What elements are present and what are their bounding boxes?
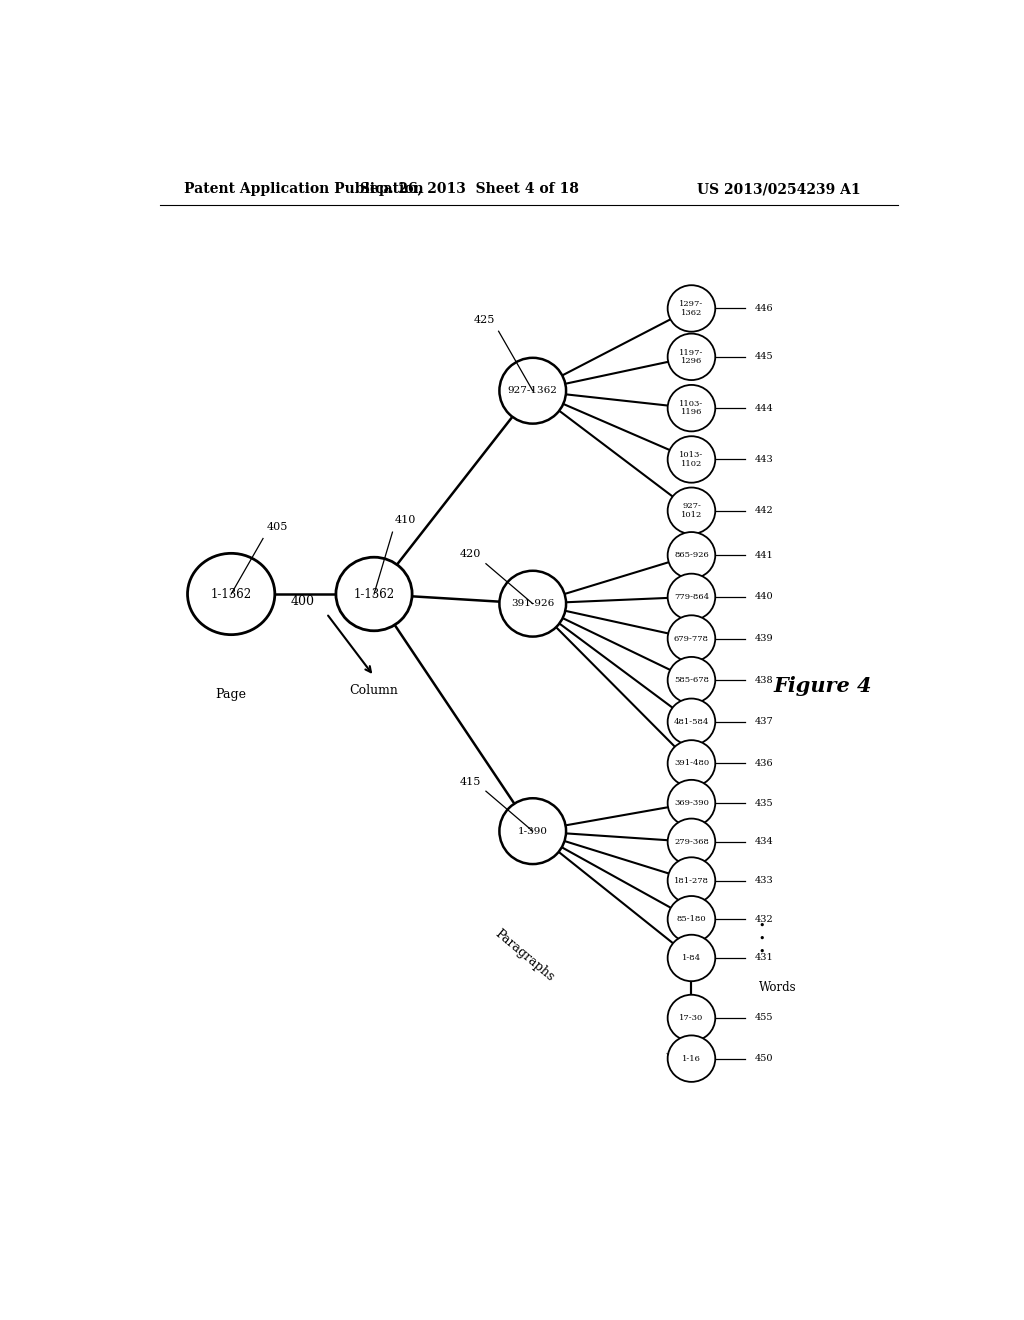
Text: 420: 420 [460, 549, 480, 560]
Text: 443: 443 [755, 455, 774, 463]
Text: 439: 439 [755, 634, 773, 643]
Ellipse shape [500, 799, 566, 865]
Text: 1-390: 1-390 [518, 826, 548, 836]
Text: 1-1362: 1-1362 [211, 587, 252, 601]
Text: 444: 444 [755, 404, 774, 413]
Ellipse shape [668, 334, 716, 380]
Text: 437: 437 [755, 717, 774, 726]
Text: 455: 455 [755, 1014, 773, 1023]
Text: US 2013/0254239 A1: US 2013/0254239 A1 [697, 182, 860, 197]
Text: Patent Application Publication: Patent Application Publication [183, 182, 423, 197]
Ellipse shape [668, 818, 716, 865]
Ellipse shape [668, 574, 716, 620]
Ellipse shape [500, 358, 566, 424]
Ellipse shape [668, 436, 716, 483]
Text: 1013-
1102: 1013- 1102 [679, 451, 703, 467]
Ellipse shape [668, 698, 716, 744]
Text: 369-390: 369-390 [674, 799, 709, 807]
Text: 927-1362: 927-1362 [508, 387, 558, 395]
Text: 1297-
1362: 1297- 1362 [679, 300, 703, 317]
Ellipse shape [668, 385, 716, 432]
Ellipse shape [668, 487, 716, 535]
Text: 436: 436 [755, 759, 773, 768]
Text: 415: 415 [460, 776, 480, 787]
Ellipse shape [668, 1035, 716, 1082]
Text: Text
Lines: Text Lines [663, 1035, 705, 1076]
Text: 1197-
1296: 1197- 1296 [679, 348, 703, 366]
Ellipse shape [336, 557, 412, 631]
Text: 425: 425 [473, 315, 495, 325]
Ellipse shape [668, 615, 716, 661]
Ellipse shape [668, 532, 716, 578]
Text: 435: 435 [755, 799, 773, 808]
Text: 1-84: 1-84 [682, 954, 701, 962]
Ellipse shape [668, 780, 716, 826]
Text: 441: 441 [755, 550, 774, 560]
Text: 445: 445 [755, 352, 773, 362]
Text: 1-16: 1-16 [682, 1055, 700, 1063]
Text: 400: 400 [291, 595, 314, 609]
Text: 405: 405 [266, 523, 288, 532]
Text: •
•
•: • • • [758, 920, 765, 957]
Ellipse shape [668, 995, 716, 1041]
Text: 17-30: 17-30 [679, 1014, 703, 1022]
Text: 431: 431 [755, 953, 774, 962]
Text: Figure 4: Figure 4 [773, 676, 871, 696]
Text: 450: 450 [755, 1055, 773, 1063]
Text: Sep. 26, 2013  Sheet 4 of 18: Sep. 26, 2013 Sheet 4 of 18 [359, 182, 579, 197]
Text: 679-778: 679-778 [674, 635, 709, 643]
Text: 434: 434 [755, 837, 774, 846]
Text: Words: Words [759, 981, 797, 994]
Text: 391-926: 391-926 [511, 599, 554, 609]
Ellipse shape [668, 657, 716, 704]
Text: 433: 433 [755, 876, 774, 884]
Text: 446: 446 [755, 304, 773, 313]
Ellipse shape [668, 896, 716, 942]
Ellipse shape [668, 857, 716, 904]
Text: Paragraphs: Paragraphs [493, 927, 557, 983]
Text: 927-
1012: 927- 1012 [681, 503, 702, 519]
Text: 410: 410 [394, 515, 416, 525]
Text: 865-926: 865-926 [674, 552, 709, 560]
Ellipse shape [668, 935, 716, 981]
Ellipse shape [500, 570, 566, 636]
Text: 779-864: 779-864 [674, 593, 709, 601]
Ellipse shape [187, 553, 274, 635]
Text: Page: Page [216, 688, 247, 701]
Text: 1103-
1196: 1103- 1196 [679, 400, 703, 416]
Ellipse shape [668, 285, 716, 331]
Text: 279-368: 279-368 [674, 838, 709, 846]
Text: 181-278: 181-278 [674, 876, 709, 884]
Text: 432: 432 [755, 915, 774, 924]
Text: 1-1362: 1-1362 [353, 587, 394, 601]
Text: 438: 438 [755, 676, 773, 685]
Text: 391-480: 391-480 [674, 759, 709, 767]
Text: 440: 440 [755, 593, 773, 602]
Text: 481-584: 481-584 [674, 718, 710, 726]
Text: 85-180: 85-180 [677, 915, 707, 923]
Text: Column: Column [349, 684, 398, 697]
Ellipse shape [668, 741, 716, 787]
Text: 442: 442 [755, 507, 774, 515]
Text: 585-678: 585-678 [674, 676, 709, 684]
